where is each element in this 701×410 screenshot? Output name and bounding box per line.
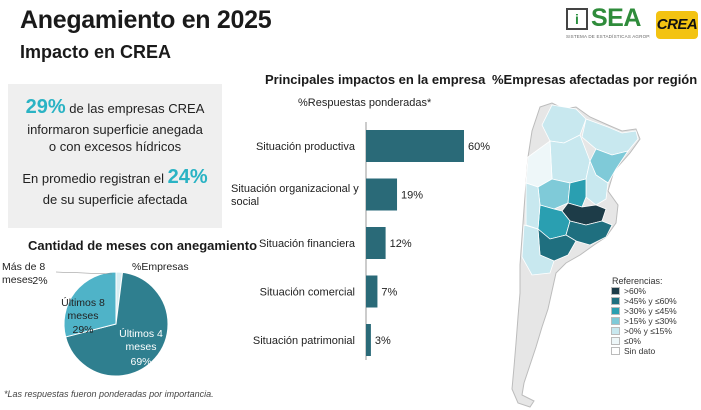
summary-line-4: En promedio registran el 24% (8, 166, 222, 189)
sea-logo: i SEA SISTEMA DE ESTADÍSTICAS AGROPECUAR… (566, 4, 650, 46)
region-sur-santa-fe (567, 178, 587, 208)
bar-category-label: Situación patrimonial (253, 335, 355, 347)
sea-logo-text: SEA (591, 4, 641, 32)
bar-value-label: 60% (468, 141, 490, 153)
bar-rect (366, 275, 378, 308)
bar-category-label: Situación productiva (256, 141, 356, 153)
footnote: *Las respuestas fueron ponderadas por im… (4, 389, 214, 399)
summary-line-3: o con excesos hídricos (48, 139, 182, 154)
map-legend-title: Referencias: (612, 276, 663, 286)
legend-swatch (611, 287, 620, 295)
legend-swatch (611, 347, 620, 355)
summary-line-1: 29% de las empresas CREA (8, 96, 222, 119)
pie-label-last-4: Últimos 4 meses (119, 328, 163, 354)
legend-item-no-data: Sin dato (611, 346, 656, 356)
legend-label: >60% (624, 286, 646, 296)
region-litoral (585, 159, 609, 206)
summary-line-1-text: de las empresas CREA (65, 101, 205, 116)
pie-value-last-8: 29% (72, 324, 94, 336)
legend-item-le0: ≤0% (611, 336, 641, 346)
legend-label: ≤0% (624, 336, 641, 346)
legend-label: >0% y ≤15% (624, 326, 672, 336)
crea-logo: CREA (656, 11, 698, 39)
sea-logo-tagline: SISTEMA DE ESTADÍSTICAS AGROPECUARIAS (566, 34, 650, 39)
summary-pct-companies: 29% (25, 96, 66, 118)
bar-category-label: Situación organizacional y (231, 183, 359, 195)
pie-slice (63, 271, 117, 338)
bar-rect (366, 324, 371, 356)
legend-label: Sin dato (624, 346, 656, 356)
summary-line-5: de su superficie afectada (42, 192, 188, 207)
pie-slice (65, 271, 169, 377)
pie-chart-title: Cantidad de meses con anegamiento (28, 238, 258, 253)
region-nea-north (581, 118, 639, 156)
bar-category-label: social (231, 196, 259, 208)
pie-chart-subtitle: %Empresas (132, 261, 189, 273)
bar-chart-subtitle: %Respuestas ponderadas* (298, 97, 432, 109)
pie-value-last-4: 69% (130, 356, 152, 368)
bar-value-label: 19% (401, 190, 423, 202)
argentina-map (511, 102, 641, 408)
pie-value-more-than-8: 2% (32, 275, 48, 287)
bar-chart-title: Principales impactos en la empresa (265, 72, 486, 87)
legend-swatch (611, 307, 620, 315)
sea-logo-icon: i (566, 8, 588, 30)
legend-swatch (611, 317, 620, 325)
summary-line-2: informaron superficie anegada (27, 122, 203, 137)
summary-box: 29% de las empresas CREA informaron supe… (8, 84, 222, 228)
bar-value-label: 3% (375, 335, 391, 347)
bar-rect (366, 130, 464, 162)
bar-value-label: 12% (390, 238, 412, 250)
legend-label: >30% y ≤45% (624, 306, 677, 316)
page-subtitle: Impacto en CREA (20, 42, 172, 62)
map-title: %Empresas afectadas por región (492, 72, 698, 87)
legend-label: >45% y ≤60% (624, 296, 677, 306)
summary-pct-surface: 24% (167, 166, 208, 188)
legend-swatch (611, 327, 620, 335)
pie-label-last-8: Últimos 8 meses (61, 297, 105, 323)
page-title: Anegamiento en 2025 (20, 6, 272, 34)
pie-leader-line (55, 271, 113, 275)
bar-category-label: Situación financiera (259, 238, 356, 250)
legend-item-15-30: >15% y ≤30% (611, 316, 677, 326)
legend-swatch (611, 297, 620, 305)
legend-item-0-15: >0% y ≤15% (611, 326, 672, 336)
bar-rect (366, 178, 398, 211)
legend-label: >15% y ≤30% (624, 316, 677, 326)
bar-category-label: Situación comercial (260, 287, 355, 299)
bar-rect (366, 227, 386, 259)
legend-item-30-45: >30% y ≤45% (611, 306, 677, 316)
legend-item-45-60: >45% y ≤60% (611, 296, 677, 306)
summary-line-4-text: En promedio registran el (22, 171, 168, 186)
region-cuyo-south (525, 182, 541, 230)
pie-label-more-than-8: Más de 8 meses (2, 261, 46, 287)
bar-value-label: 7% (381, 287, 397, 299)
legend-item-gt60: >60% (611, 286, 646, 296)
region-patagonia-north (521, 224, 555, 276)
legend-swatch (611, 337, 620, 345)
